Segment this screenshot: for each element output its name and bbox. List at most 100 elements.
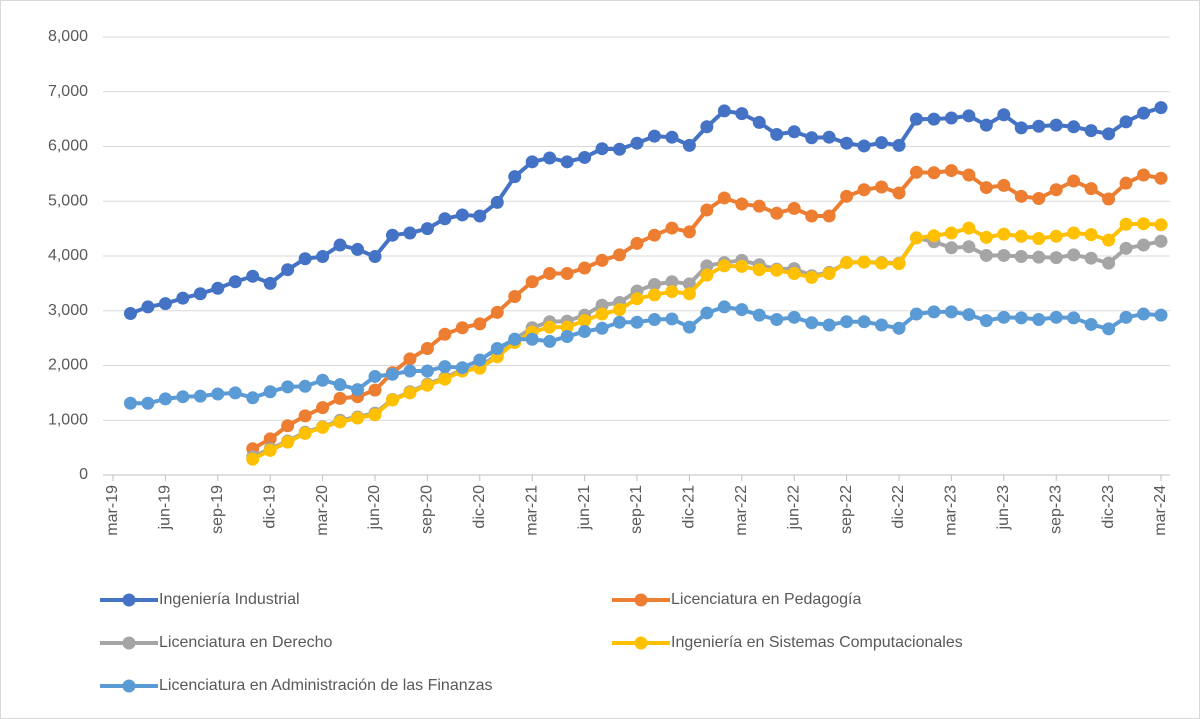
data-point — [735, 303, 749, 317]
data-point — [543, 151, 557, 165]
data-point — [840, 136, 854, 150]
data-point — [123, 306, 137, 320]
data-point — [630, 292, 644, 306]
data-point — [944, 111, 958, 125]
data-point — [211, 387, 225, 401]
data-point — [979, 181, 993, 195]
data-point — [892, 186, 906, 200]
data-point — [368, 408, 382, 422]
data-point — [682, 277, 696, 291]
data-point — [176, 390, 190, 404]
data-point — [857, 139, 871, 153]
data-point — [997, 178, 1011, 192]
data-point — [647, 129, 661, 143]
data-point — [1137, 307, 1151, 321]
data-point — [1084, 251, 1098, 265]
data-point — [752, 115, 766, 129]
data-point — [840, 256, 854, 270]
data-point — [333, 415, 347, 429]
y-tick-label: 0 — [79, 466, 88, 483]
data-point — [752, 199, 766, 213]
data-point — [455, 361, 469, 375]
x-tick-label: mar-22 — [733, 485, 750, 536]
data-point — [578, 261, 592, 275]
data-point — [1049, 118, 1063, 132]
data-point — [613, 142, 627, 156]
data-point — [1014, 229, 1028, 243]
legend-swatch — [122, 593, 136, 607]
data-point — [316, 250, 330, 264]
x-tick-label: sep-20 — [419, 485, 436, 534]
data-point — [508, 332, 522, 346]
data-point — [997, 227, 1011, 241]
data-point — [578, 325, 592, 339]
data-point — [857, 183, 871, 197]
data-point — [1084, 182, 1098, 196]
x-tick-label: mar-20 — [314, 485, 331, 536]
data-point — [385, 228, 399, 242]
legend-label: Licenciatura en Administración de las Fi… — [159, 677, 493, 694]
data-point — [1137, 238, 1151, 252]
y-tick-label: 1,000 — [48, 411, 88, 428]
data-point — [717, 191, 731, 205]
data-point — [1137, 168, 1151, 182]
data-point — [455, 208, 469, 222]
data-point — [420, 364, 434, 378]
data-point — [962, 168, 976, 182]
data-point — [647, 313, 661, 327]
data-point — [752, 308, 766, 322]
data-point — [717, 300, 731, 314]
data-point — [281, 419, 295, 433]
data-point — [1084, 317, 1098, 331]
data-point — [770, 313, 784, 327]
data-point — [1067, 226, 1081, 240]
data-point — [927, 305, 941, 319]
data-point — [298, 379, 312, 393]
data-point — [875, 180, 889, 194]
data-point — [909, 307, 923, 321]
data-point — [1084, 228, 1098, 242]
data-point — [979, 314, 993, 328]
data-point — [543, 320, 557, 334]
legend-swatch — [122, 679, 136, 693]
data-point — [1067, 174, 1081, 188]
data-point — [770, 206, 784, 220]
data-point — [298, 426, 312, 440]
legend-swatch — [634, 593, 648, 607]
data-point — [595, 307, 609, 321]
data-point — [368, 383, 382, 397]
data-point — [1032, 119, 1046, 133]
data-point — [1119, 217, 1133, 231]
data-point — [927, 166, 941, 180]
x-tick-label: jun-22 — [785, 485, 802, 531]
data-point — [1049, 183, 1063, 197]
data-point — [281, 435, 295, 449]
legend-label: Licenciatura en Pedagogía — [671, 591, 861, 608]
data-point — [403, 352, 417, 366]
data-point — [595, 253, 609, 267]
data-point — [473, 353, 487, 367]
data-point — [211, 281, 225, 295]
data-point — [805, 270, 819, 284]
y-tick-label: 3,000 — [48, 302, 88, 319]
data-point — [892, 138, 906, 152]
data-point — [752, 263, 766, 277]
data-point — [613, 248, 627, 262]
data-point — [263, 443, 277, 457]
data-point — [246, 452, 260, 466]
data-point — [263, 276, 277, 290]
data-point — [944, 164, 958, 178]
data-point — [962, 308, 976, 322]
data-point — [1102, 322, 1116, 336]
data-point — [979, 118, 993, 132]
x-tick-label: jun-21 — [576, 485, 593, 531]
data-point — [420, 378, 434, 392]
x-tick-label: dic-21 — [681, 485, 698, 529]
data-point — [997, 248, 1011, 262]
data-point — [979, 230, 993, 244]
data-point — [700, 203, 714, 217]
data-point — [840, 315, 854, 329]
data-point — [613, 303, 627, 317]
data-point — [1137, 106, 1151, 120]
